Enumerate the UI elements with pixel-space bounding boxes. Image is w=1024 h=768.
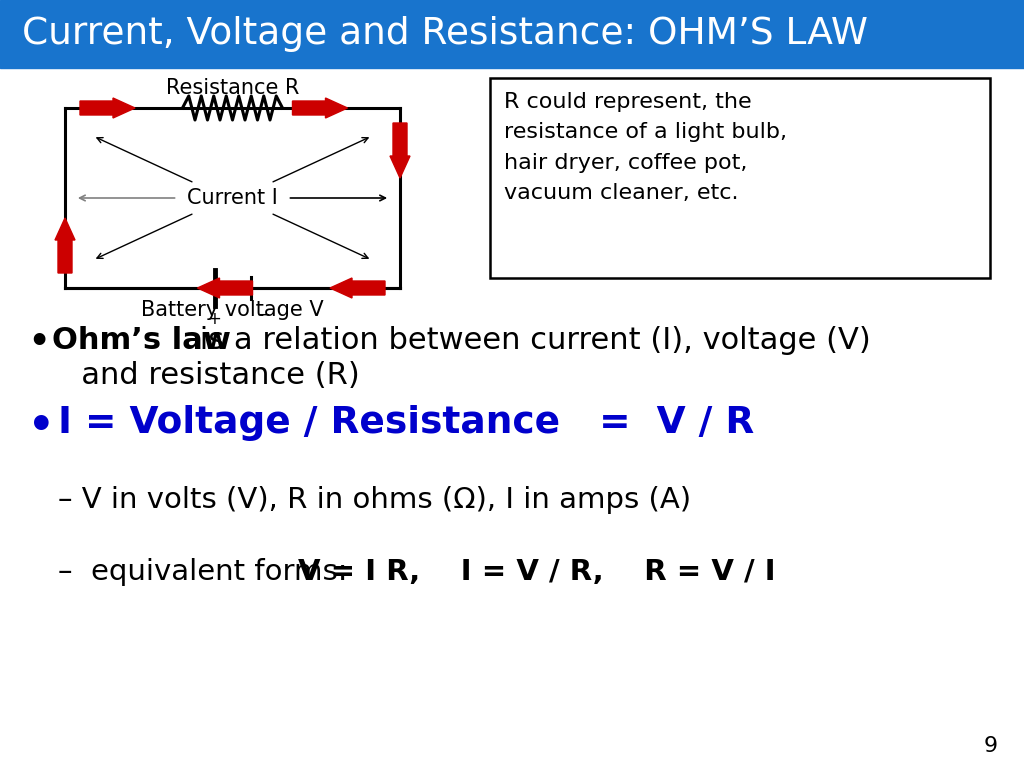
Text: and resistance (R): and resistance (R) bbox=[52, 361, 359, 390]
Text: +: + bbox=[208, 310, 221, 328]
Text: •: • bbox=[28, 326, 49, 359]
Text: Ohm’s law: Ohm’s law bbox=[52, 326, 230, 355]
Text: 9: 9 bbox=[984, 736, 998, 756]
Text: −: − bbox=[256, 306, 270, 324]
Text: –  equivalent forms:: – equivalent forms: bbox=[58, 558, 366, 586]
FancyArrow shape bbox=[55, 218, 75, 273]
Text: Current I: Current I bbox=[187, 188, 278, 208]
FancyArrow shape bbox=[390, 123, 410, 178]
Text: •: • bbox=[28, 405, 54, 447]
Text: V = I R,    I = V / R,    R = V / I: V = I R, I = V / R, R = V / I bbox=[298, 558, 775, 586]
Text: Battery voltage V: Battery voltage V bbox=[141, 300, 324, 320]
Text: Current, Voltage and Resistance: OHM’S LAW: Current, Voltage and Resistance: OHM’S L… bbox=[22, 16, 868, 52]
Text: – V in volts (V), R in ohms (Ω), I in amps (A): – V in volts (V), R in ohms (Ω), I in am… bbox=[58, 486, 691, 514]
FancyArrow shape bbox=[198, 278, 253, 298]
Text: Resistance R: Resistance R bbox=[166, 78, 299, 98]
Text: I = Voltage / Resistance   =  V / R: I = Voltage / Resistance = V / R bbox=[58, 405, 755, 441]
Text: is a relation between current (I), voltage (V): is a relation between current (I), volta… bbox=[190, 326, 870, 355]
FancyArrow shape bbox=[293, 98, 347, 118]
Bar bbox=[490, 78, 990, 278]
Text: R could represent, the
resistance of a light bulb,
hair dryer, coffee pot,
vacuu: R could represent, the resistance of a l… bbox=[504, 92, 787, 204]
Bar bbox=[0, 0, 1024, 68]
FancyArrow shape bbox=[330, 278, 385, 298]
FancyArrow shape bbox=[80, 98, 135, 118]
